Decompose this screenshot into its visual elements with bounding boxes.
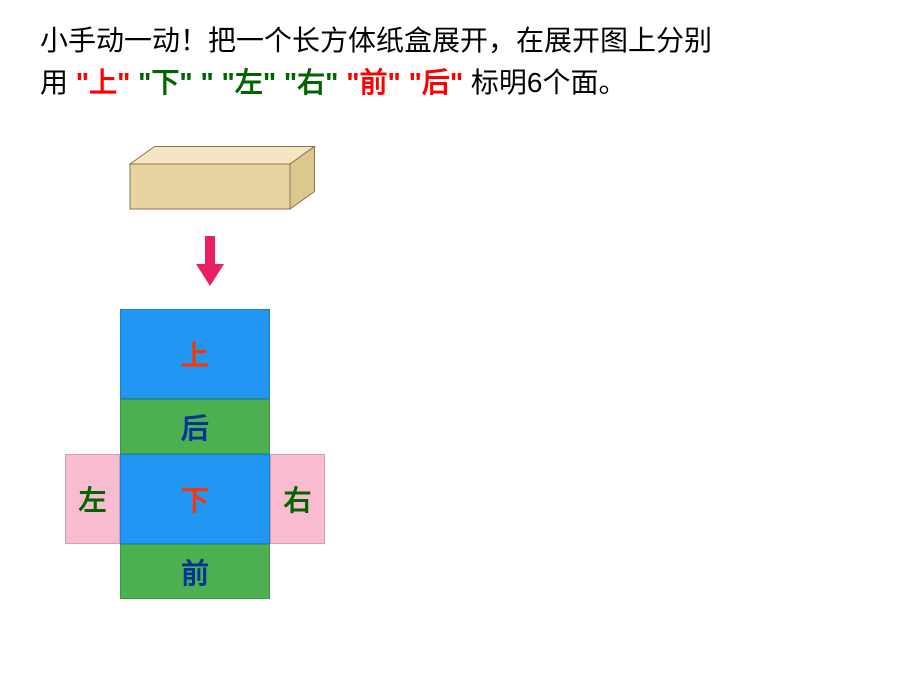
face-label-left: 左 [78,479,106,519]
quote-right: "右" [284,67,339,98]
arrow-container [120,234,300,294]
quote-stray: " [200,67,213,98]
quote-down: "下" [138,67,193,98]
box-3d-svg [120,134,320,214]
face-label-top: 上 [181,334,209,374]
instruction-line1: 小手动一动！把一个长方体纸盒展开，在展开图上分别 [40,25,712,56]
box-3d [120,134,460,219]
quote-front: "前" [346,67,401,98]
quote-left: "左" [222,67,277,98]
face-bottom: 下 [120,454,270,544]
quote-back: "后" [409,67,464,98]
diagram-area: 上后左 下 右前 [60,134,460,609]
unfold-net: 上后左 下 右前 [60,309,460,609]
face-top: 上 [120,309,270,399]
instruction-text: 小手动一动！把一个长方体纸盒展开，在展开图上分别 用 "上" "下" " "左"… [40,20,880,104]
face-label-front: 前 [181,552,209,592]
instruction-line2-post: 标明6个面。 [471,67,627,98]
arrow-down-icon [190,234,230,289]
face-back: 后 [120,399,270,454]
face-right: 右 [270,454,325,544]
quote-up: "上" [76,67,131,98]
face-left: 左 [65,454,120,544]
face-label-right: 右 [283,479,311,519]
instruction-line2-pre: 用 [40,67,68,98]
face-label-bottom: 下 [181,479,209,519]
face-label-back: 后 [181,407,209,447]
face-front: 前 [120,544,270,599]
